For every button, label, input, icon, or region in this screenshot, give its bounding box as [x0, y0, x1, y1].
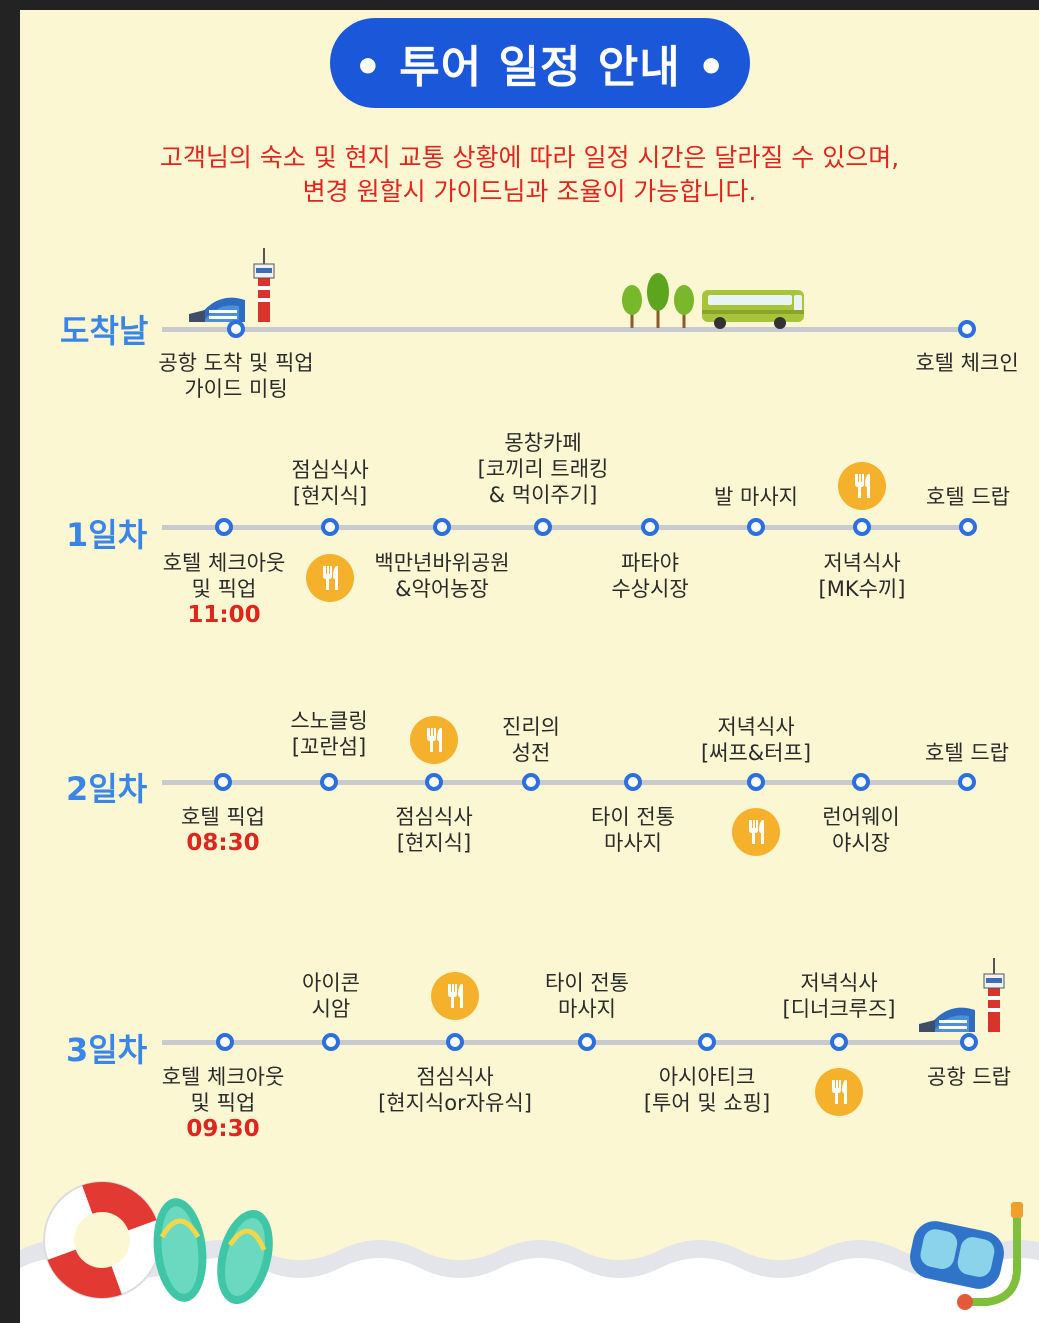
day3-stop-5: [698, 1033, 716, 1051]
arrival-start-label: 공항 도착 및 픽업 가이드 미팅: [158, 351, 314, 401]
day1-stop-6: [747, 518, 765, 536]
day2-timeline: [162, 780, 970, 785]
day3-lunch-label: 점심식사 [현지식or자유식]: [378, 1065, 532, 1115]
fork-knife-icon: [732, 808, 780, 856]
day3-checkout-label: 호텔 체크아웃 및 픽업 09:30: [113, 1064, 333, 1142]
day1-dinner-label: 저녁식사 [MK수끼]: [818, 551, 906, 601]
day3-stop-7: [960, 1033, 978, 1051]
day3-asiatique-label: 아시아티크 [투어 및 쇼핑]: [643, 1065, 771, 1115]
left-bar: [0, 0, 20, 1323]
arrival-stop-airport: [227, 320, 245, 338]
day1-stop-2: [321, 518, 339, 536]
day3-stop-1: [216, 1033, 234, 1051]
top-bar: [0, 0, 1039, 10]
arrival-end-label: 호텔 체크인: [915, 351, 1019, 375]
flip-flops-icon: [153, 1198, 273, 1304]
day1-label: 1일차: [66, 516, 148, 554]
day1-cafe-label: 몽창카페 [코끼리 트래킹 & 먹이주기]: [477, 431, 609, 507]
day2-stop-7: [852, 773, 870, 791]
day1-stop-7: [853, 518, 871, 536]
day2-pickup-label: 호텔 픽업 08:30: [113, 804, 333, 856]
day1-checkout-label: 호텔 체크아웃 및 픽업 11:00: [114, 550, 334, 628]
arrival-day-label: 도착날: [60, 312, 149, 350]
day2-stop-2: [320, 773, 338, 791]
notice-line-2: 변경 원할시 가이드님과 조율이 가능합니다.: [302, 177, 757, 206]
life-ring-icon: [43, 1181, 161, 1299]
day2-stop-5: [624, 773, 642, 791]
day2-massage-label: 타이 전통 마사지: [591, 805, 675, 855]
day1-park-label: 백만년바위공원 &악어농장: [374, 551, 510, 601]
day1-stop-4: [534, 518, 552, 536]
day3-iconsiam-label: 아이콘 시암: [302, 971, 360, 1021]
day3-stop-3: [446, 1033, 464, 1051]
trees-icon: [622, 273, 694, 328]
day2-stop-6: [747, 773, 765, 791]
day2-stop-4: [522, 773, 540, 791]
day3-stop-6: [830, 1033, 848, 1051]
day3-dinner-label: 저녁식사 [디너크루즈]: [782, 971, 896, 1021]
bus-icon: [702, 290, 804, 329]
day2-stop-8: [958, 773, 976, 791]
day3-stop-4: [578, 1033, 596, 1051]
fork-knife-icon: [306, 554, 354, 602]
wave-decoration: [20, 1240, 1039, 1323]
itinerary-page: • 투어 일정 안내 • 고객님의 숙소 및 현지 교통 상황에 따라 일정 시…: [20, 10, 1039, 1323]
airport-icon: [919, 958, 1005, 1032]
day3-massage-label: 타이 전통 마사지: [545, 971, 629, 1021]
fork-knife-icon: [431, 972, 479, 1020]
day2-temple-label: 진리의 성전: [502, 715, 560, 765]
snorkel-mask-icon: [910, 1202, 1023, 1310]
day1-lunch-label: 점심식사 [현지식]: [291, 458, 369, 508]
day1-stop-5: [641, 518, 659, 536]
day1-foot-massage-label: 발 마사지: [714, 485, 798, 509]
day2-night-market-label: 런어웨이 야시장: [822, 805, 900, 855]
fork-knife-icon: [815, 1068, 863, 1116]
day3-drop-label: 공항 드랍: [927, 1065, 1011, 1089]
day3-time: 09:30: [186, 1116, 260, 1142]
day2-stop-1: [214, 773, 232, 791]
day3-timeline: [162, 1040, 970, 1045]
day1-timeline: [162, 525, 970, 530]
day1-market-label: 파타야 수상시장: [611, 551, 689, 601]
day3-label: 3일차: [66, 1031, 148, 1069]
day3-stop-2: [322, 1033, 340, 1051]
day2-drop-label: 호텔 드랍: [925, 741, 1009, 765]
day1-stop-1: [215, 518, 233, 536]
airport-icon: [189, 248, 275, 322]
day2-stop-3: [425, 773, 443, 791]
arrival-timeline: [162, 327, 970, 332]
notice-line-1: 고객님의 숙소 및 현지 교통 상황에 따라 일정 시간은 달라질 수 있으며,: [159, 143, 900, 172]
arrival-stop-hotel: [958, 320, 976, 338]
page-title: • 투어 일정 안내 •: [330, 18, 750, 108]
day2-time: 08:30: [186, 830, 260, 856]
day2-dinner-label: 저녁식사 [써프&터프]: [700, 715, 812, 765]
day1-drop-label: 호텔 드랍: [926, 485, 1010, 509]
day1-stop-8: [959, 518, 977, 536]
fork-knife-icon: [410, 716, 458, 764]
day2-snorkel-label: 스노클링 [꼬란섬]: [290, 709, 368, 759]
fork-knife-icon: [838, 462, 886, 510]
day2-label: 2일차: [66, 770, 148, 808]
day1-time: 11:00: [187, 602, 261, 628]
day1-stop-3: [433, 518, 451, 536]
day2-lunch-label: 점심식사 [현지식]: [395, 805, 473, 855]
